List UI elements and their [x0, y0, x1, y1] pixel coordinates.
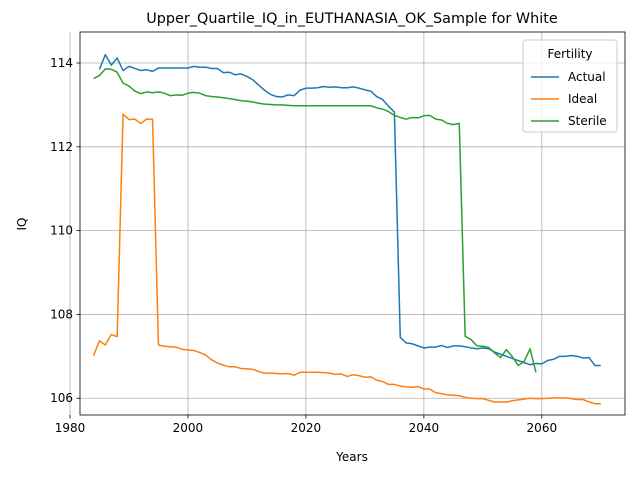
legend-title: Fertility — [547, 47, 592, 61]
x-tick-label: 2060 — [527, 421, 558, 435]
y-tick-label: 112 — [50, 140, 73, 154]
y-tick-label: 114 — [50, 56, 73, 70]
legend-label: Actual — [568, 70, 606, 84]
chart-title: Upper_Quartile_IQ_in_EUTHANASIA_OK_Sampl… — [146, 11, 558, 27]
x-tick-label: 1980 — [55, 421, 86, 435]
legend-box — [522, 39, 618, 133]
x-axis-label: Years — [335, 450, 368, 464]
y-tick-label: 108 — [50, 307, 73, 321]
legend-label: Ideal — [568, 92, 597, 106]
legend-label: Sterile — [568, 114, 607, 128]
y-tick-label: 106 — [50, 391, 73, 405]
x-tick-label: 2040 — [409, 421, 440, 435]
line-series — [93, 68, 537, 373]
plot-frame — [79, 31, 626, 416]
y-tick-label: 110 — [50, 224, 73, 238]
x-tick-label: 2000 — [173, 421, 204, 435]
x-tick-label: 2020 — [291, 421, 322, 435]
y-axis-label: IQ — [15, 218, 29, 231]
line-series — [92, 113, 601, 405]
line-series — [98, 53, 601, 367]
